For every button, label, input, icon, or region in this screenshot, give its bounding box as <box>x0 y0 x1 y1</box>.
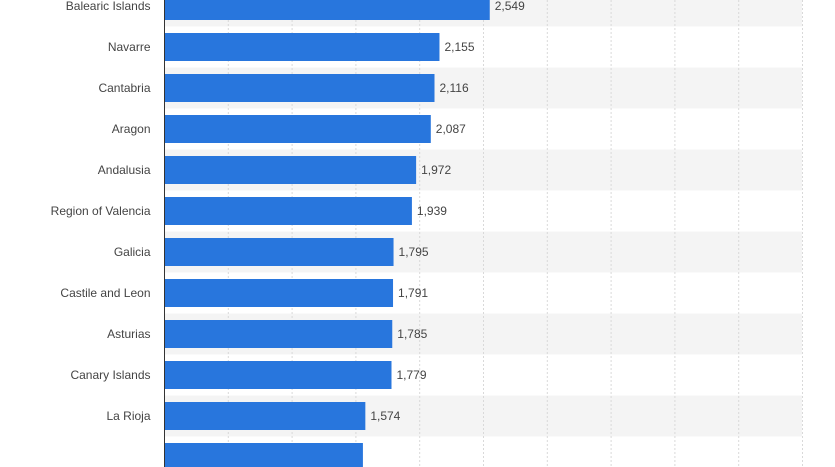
category-label: Galicia <box>114 245 151 259</box>
category-label: Castile and Leon <box>60 286 150 300</box>
bar <box>164 402 366 430</box>
data-label: 2,116 <box>440 81 469 95</box>
category-label: Canary Islands <box>70 368 150 382</box>
data-label: 1,972 <box>421 163 451 177</box>
category-label: Aragon <box>112 122 151 136</box>
data-label: 1,795 <box>399 245 429 259</box>
bar <box>164 238 394 266</box>
bar <box>164 156 417 184</box>
bars <box>164 0 490 467</box>
category-label: Region of Valencia <box>51 204 151 218</box>
bar <box>164 197 412 225</box>
bar <box>164 0 490 20</box>
bar <box>164 279 394 307</box>
data-label: 1,779 <box>397 368 427 382</box>
data-label: 1,791 <box>398 286 428 300</box>
category-label: Andalusia <box>98 163 151 177</box>
data-label: 2,087 <box>436 122 466 136</box>
bar <box>164 443 363 467</box>
data-label: 2,155 <box>444 40 474 54</box>
category-label: La Rioja <box>106 409 150 423</box>
bar <box>164 74 435 102</box>
bar <box>164 361 392 389</box>
bar <box>164 320 393 348</box>
category-label: Cantabria <box>98 81 150 95</box>
value-labels: 2,549 2,155 2,116 2,087 1,972 1,939 1,795 1,791… <box>370 0 525 423</box>
category-label: Balearic Islands <box>66 0 151 13</box>
category-label: Navarre <box>108 40 151 54</box>
data-label: 1,939 <box>417 204 447 218</box>
data-label: 2,549 <box>495 0 525 13</box>
data-label: 1,785 <box>397 327 427 341</box>
category-label: Asturias <box>107 327 150 341</box>
bar <box>164 33 440 61</box>
data-label: 1,574 <box>370 409 400 423</box>
bar <box>164 115 431 143</box>
category-labels: Balearic Islands Navarre Cantabria Aragon An… <box>51 0 151 423</box>
